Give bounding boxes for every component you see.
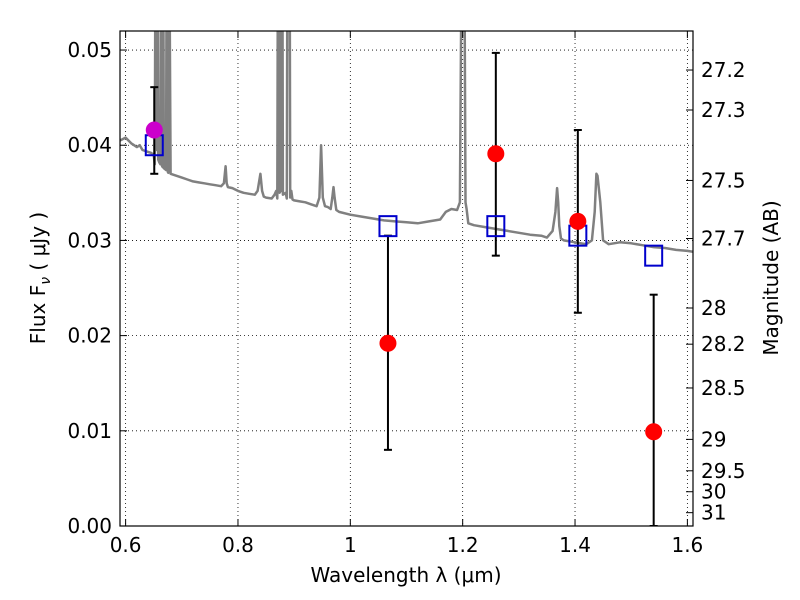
y-right-tick-label: 28: [701, 296, 726, 320]
y-right-tick-label: 30: [701, 480, 726, 504]
y-tick-label: 0.00: [67, 514, 112, 538]
x-tick-label: 1.4: [559, 533, 591, 557]
plot-frame: [119, 30, 694, 527]
y-right-tick-label: 29.5: [701, 459, 746, 483]
x-tick-label: 1.2: [447, 533, 479, 557]
x-tick-label: 1.6: [671, 533, 703, 557]
y-right-tick-label: 31: [701, 501, 726, 525]
model-band-square: [486, 215, 506, 238]
y-tick-label: 0.01: [67, 419, 112, 443]
y-right-tick-label: 27.5: [701, 168, 746, 192]
y-right-tick-label: 27.2: [701, 58, 746, 82]
gridlines: [120, 31, 693, 527]
x-tick-label: 0.8: [222, 533, 254, 557]
y-right-tick-label: 29: [701, 427, 726, 451]
y-right-tick-label: 28.5: [701, 376, 746, 400]
observed-point: [379, 334, 397, 352]
y-right-tick-label: 27.7: [701, 227, 746, 251]
y-tick-label: 0.04: [67, 133, 112, 157]
y-axis-left: 0.00 0.01 0.02 0.03 0.04 0.05: [67, 38, 127, 538]
y-right-tick-label: 27.3: [701, 98, 746, 122]
model-band-square: [378, 215, 398, 238]
plot-background: [120, 31, 693, 526]
data-markers: [144, 121, 664, 441]
y-tick-label: 0.02: [67, 324, 112, 348]
y-axis-right-label: Magnitude (AB): [759, 200, 783, 355]
observed-point: [645, 423, 663, 441]
y-right-tick-label: 28.2: [701, 332, 746, 356]
y-tick-label: 0.05: [67, 38, 112, 62]
observed-point: [145, 121, 163, 139]
observed-point: [569, 212, 587, 230]
model-band-square: [644, 244, 664, 267]
x-tick-label: 1: [344, 533, 357, 557]
x-axis: 0.6 0.8 1 1.2 1.4 1.6: [110, 31, 703, 557]
x-tick-label: 0.6: [110, 533, 142, 557]
observed-point: [487, 145, 505, 163]
y-axis-label: Flux Fν ( μJy ): [26, 212, 54, 344]
model-spectrum-line: [120, 31, 693, 254]
y-tick-label: 0.03: [67, 228, 112, 252]
x-axis-label: Wavelength λ (μm): [310, 563, 501, 587]
